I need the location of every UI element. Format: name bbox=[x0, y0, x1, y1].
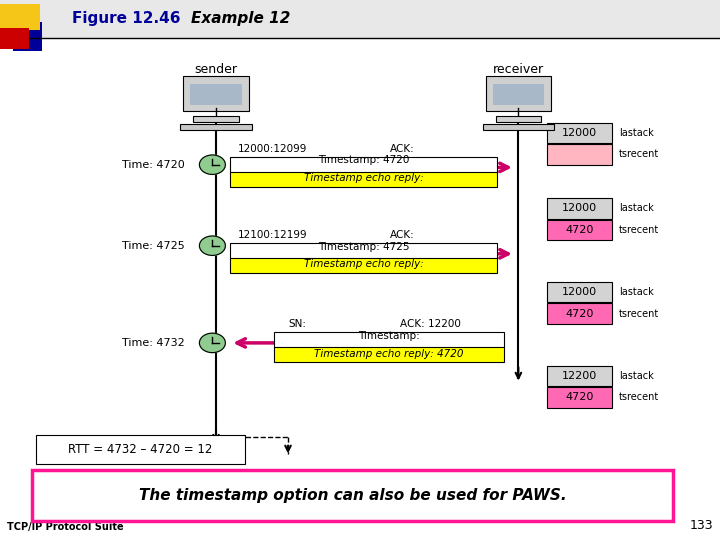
Text: tsrecent: tsrecent bbox=[619, 225, 660, 235]
FancyBboxPatch shape bbox=[230, 243, 497, 259]
Text: 12100:12199: 12100:12199 bbox=[238, 230, 307, 240]
FancyBboxPatch shape bbox=[190, 84, 242, 105]
FancyBboxPatch shape bbox=[547, 366, 612, 386]
Text: lastack: lastack bbox=[619, 128, 654, 138]
FancyBboxPatch shape bbox=[496, 116, 541, 122]
Text: Timestamp: 4720: Timestamp: 4720 bbox=[318, 155, 409, 165]
FancyBboxPatch shape bbox=[193, 116, 238, 122]
Text: 12000: 12000 bbox=[562, 204, 597, 213]
FancyBboxPatch shape bbox=[230, 258, 497, 273]
Circle shape bbox=[199, 155, 225, 174]
Text: tsrecent: tsrecent bbox=[619, 393, 660, 402]
Circle shape bbox=[199, 236, 225, 255]
FancyBboxPatch shape bbox=[0, 4, 40, 30]
FancyBboxPatch shape bbox=[230, 172, 497, 186]
Text: lastack: lastack bbox=[619, 371, 654, 381]
FancyBboxPatch shape bbox=[547, 303, 612, 324]
Text: Timestamp echo reply:: Timestamp echo reply: bbox=[304, 173, 423, 183]
FancyBboxPatch shape bbox=[547, 123, 612, 143]
Text: 4720: 4720 bbox=[565, 309, 594, 319]
Text: 4720: 4720 bbox=[565, 225, 594, 235]
Text: 12000: 12000 bbox=[562, 128, 597, 138]
FancyBboxPatch shape bbox=[0, 0, 720, 38]
Text: sender: sender bbox=[194, 63, 238, 76]
Text: 133: 133 bbox=[689, 519, 713, 532]
FancyBboxPatch shape bbox=[547, 282, 612, 302]
FancyBboxPatch shape bbox=[13, 22, 42, 51]
FancyBboxPatch shape bbox=[274, 347, 504, 362]
Text: ACK:: ACK: bbox=[390, 144, 415, 153]
Text: RTT = 4732 – 4720 = 12: RTT = 4732 – 4720 = 12 bbox=[68, 443, 212, 456]
Text: Figure 12.46: Figure 12.46 bbox=[72, 11, 181, 26]
Text: TCP/IP Protocol Suite: TCP/IP Protocol Suite bbox=[7, 522, 124, 532]
FancyBboxPatch shape bbox=[485, 76, 552, 111]
Text: The timestamp option can also be used for PAWS.: The timestamp option can also be used fo… bbox=[139, 488, 567, 503]
Text: tsrecent: tsrecent bbox=[619, 150, 660, 159]
Text: ACK:: ACK: bbox=[390, 230, 415, 240]
FancyBboxPatch shape bbox=[183, 76, 249, 111]
Circle shape bbox=[199, 333, 225, 353]
Text: Timestamp echo reply:: Timestamp echo reply: bbox=[304, 259, 423, 269]
Text: Time: 4720: Time: 4720 bbox=[122, 160, 185, 170]
FancyBboxPatch shape bbox=[547, 387, 612, 408]
Text: 4720: 4720 bbox=[565, 393, 594, 402]
Text: Example 12: Example 12 bbox=[191, 11, 290, 26]
FancyBboxPatch shape bbox=[492, 84, 544, 105]
Text: 12000: 12000 bbox=[562, 287, 597, 297]
Text: Time: 4732: Time: 4732 bbox=[122, 338, 185, 348]
FancyBboxPatch shape bbox=[32, 470, 673, 521]
Text: Time: 4725: Time: 4725 bbox=[122, 241, 185, 251]
Text: 12000:12099: 12000:12099 bbox=[238, 144, 307, 153]
Text: Timestamp echo reply: 4720: Timestamp echo reply: 4720 bbox=[314, 348, 464, 359]
Text: tsrecent: tsrecent bbox=[619, 309, 660, 319]
FancyBboxPatch shape bbox=[230, 157, 497, 173]
FancyBboxPatch shape bbox=[547, 198, 612, 219]
Text: ACK: 12200: ACK: 12200 bbox=[400, 319, 462, 329]
FancyBboxPatch shape bbox=[181, 124, 252, 130]
FancyBboxPatch shape bbox=[274, 333, 504, 348]
FancyBboxPatch shape bbox=[482, 124, 554, 130]
Text: Timestamp: 4725: Timestamp: 4725 bbox=[318, 241, 410, 252]
FancyBboxPatch shape bbox=[547, 144, 612, 165]
Text: lastack: lastack bbox=[619, 287, 654, 297]
Text: Timestamp:: Timestamp: bbox=[358, 330, 420, 341]
Text: SN:: SN: bbox=[288, 319, 306, 329]
FancyBboxPatch shape bbox=[36, 435, 245, 464]
FancyBboxPatch shape bbox=[0, 28, 29, 49]
Text: receiver: receiver bbox=[492, 63, 544, 76]
Text: 12200: 12200 bbox=[562, 371, 597, 381]
Text: lastack: lastack bbox=[619, 204, 654, 213]
FancyBboxPatch shape bbox=[547, 220, 612, 240]
